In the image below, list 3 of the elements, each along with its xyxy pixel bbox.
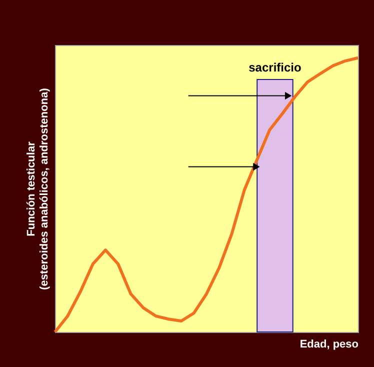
- annotation: sacrificio: [248, 60, 302, 74]
- x-axis-title: Edad, peso: [300, 338, 359, 350]
- y-axis-title: Función testicular (esteroides anabólicos, androstenona): [26, 88, 50, 290]
